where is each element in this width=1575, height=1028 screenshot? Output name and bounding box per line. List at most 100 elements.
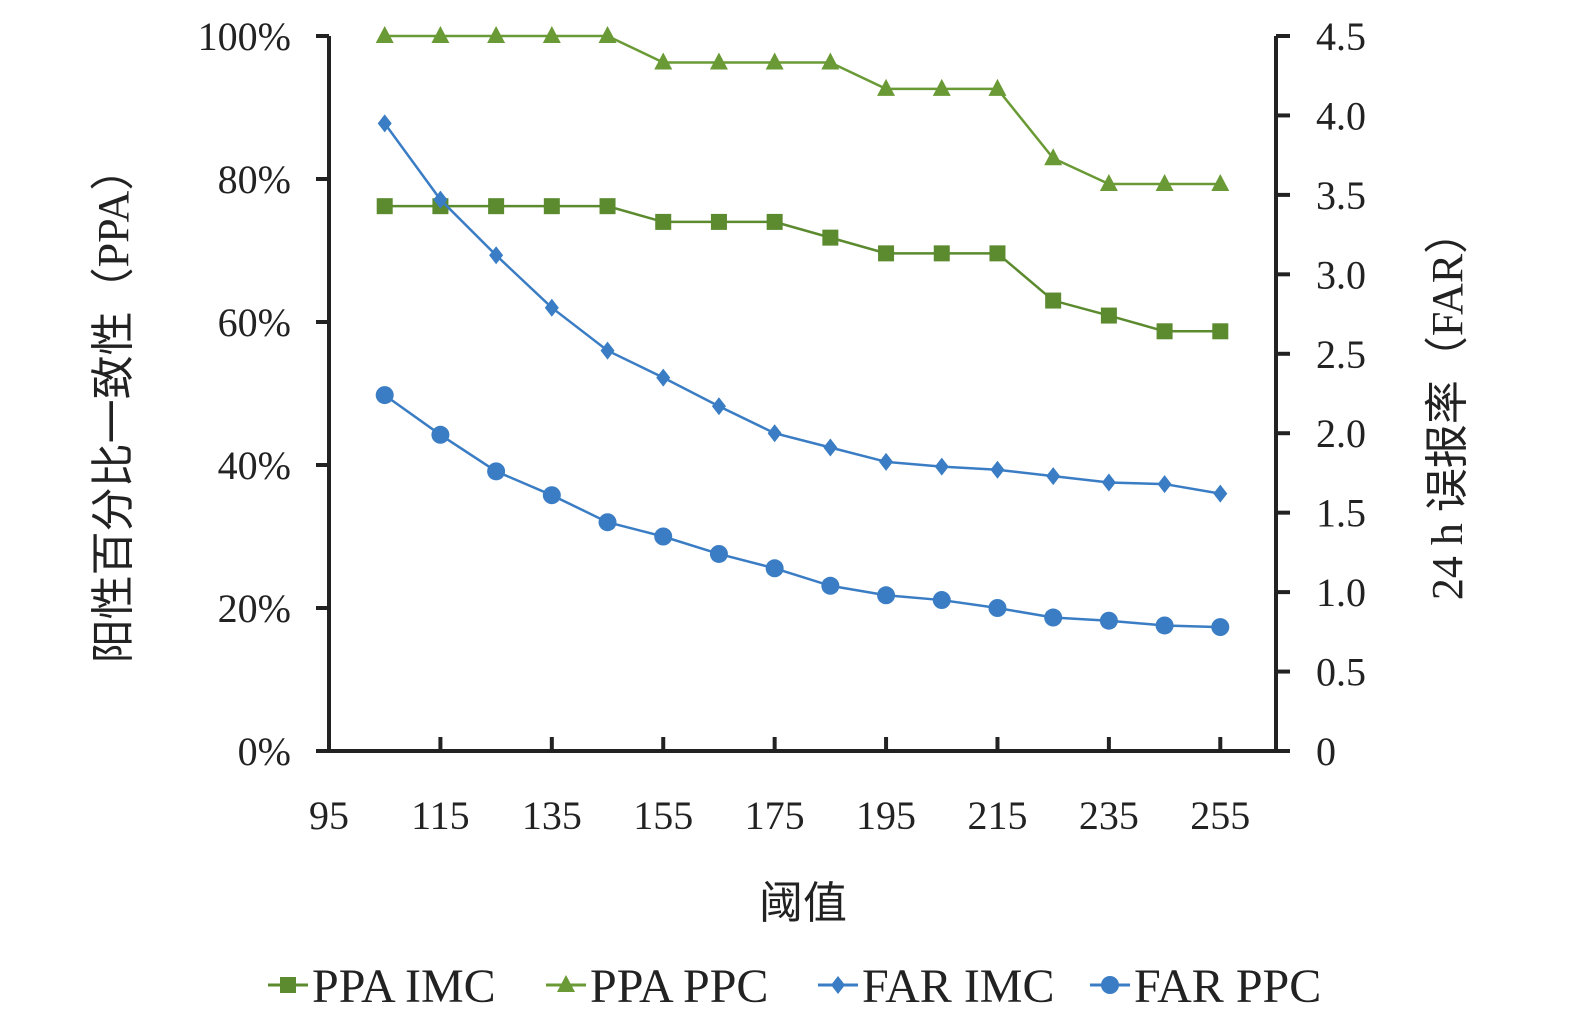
data-point-ppa-imc bbox=[1045, 292, 1062, 309]
data-point-far-ppc bbox=[932, 591, 951, 610]
right-y-tick-label: 1.5 bbox=[1316, 491, 1366, 536]
data-point-far-imc bbox=[544, 298, 559, 317]
x-tick-label: 115 bbox=[411, 793, 470, 838]
data-point-ppa-imc bbox=[710, 213, 727, 230]
data-point-far-ppc bbox=[375, 386, 394, 405]
legend-swatch-marker bbox=[280, 977, 296, 993]
data-point-far-imc bbox=[711, 397, 726, 416]
data-point-ppa-ppc bbox=[1044, 148, 1063, 166]
right-y-tick-label: 3.0 bbox=[1316, 252, 1366, 297]
data-point-far-imc bbox=[1157, 475, 1172, 494]
right-y-tick-label: 4.5 bbox=[1316, 14, 1366, 59]
data-point-ppa-ppc bbox=[375, 26, 394, 43]
data-point-far-imc bbox=[879, 452, 894, 471]
data-point-ppa-ppc bbox=[487, 26, 506, 43]
data-point-far-imc bbox=[377, 114, 392, 133]
data-point-ppa-ppc bbox=[765, 52, 784, 70]
data-point-far-ppc bbox=[1099, 611, 1118, 630]
data-point-ppa-ppc bbox=[1155, 174, 1174, 192]
x-axis-title: 阈值 bbox=[759, 879, 847, 928]
data-point-far-imc bbox=[489, 246, 504, 265]
data-point-ppa-imc bbox=[989, 245, 1006, 262]
data-point-far-imc bbox=[990, 460, 1005, 479]
data-point-far-imc bbox=[1213, 484, 1228, 503]
data-point-ppa-imc bbox=[376, 198, 393, 215]
series-ppa-imc bbox=[376, 198, 1229, 340]
data-point-ppa-imc bbox=[1100, 307, 1117, 324]
data-point-ppa-ppc bbox=[542, 26, 561, 43]
data-point-far-imc bbox=[767, 424, 782, 443]
data-point-far-imc bbox=[1046, 467, 1061, 486]
data-point-far-ppc bbox=[1155, 616, 1174, 635]
data-point-ppa-imc bbox=[488, 198, 505, 215]
right-y-tick-label: 3.5 bbox=[1316, 173, 1366, 218]
data-point-far-ppc bbox=[542, 486, 561, 505]
x-tick-label: 95 bbox=[309, 793, 349, 838]
legend: PPA IMC PPA PPC FAR IMC FAR PPC bbox=[268, 960, 1321, 1013]
axes: 0% 20% 40% 60% 80% 100% 0 0.5 1.0 1.5 2.0 2.5 3.0 3.5… bbox=[198, 14, 1366, 838]
legend-label: PPA IMC bbox=[312, 960, 496, 1013]
data-point-ppa-imc bbox=[599, 198, 616, 215]
left-y-tick-label: 20% bbox=[218, 586, 291, 631]
right-y-tick-label: 1.0 bbox=[1316, 570, 1366, 615]
series-far-ppc bbox=[375, 386, 1230, 637]
series-line-ppa-ppc bbox=[384, 34, 1221, 186]
series-far-imc bbox=[377, 114, 1228, 503]
data-point-ppa-ppc bbox=[709, 52, 728, 70]
series-line-far-imc bbox=[383, 122, 1221, 495]
data-point-ppa-ppc bbox=[1099, 174, 1118, 192]
data-point-ppa-imc bbox=[822, 229, 839, 246]
data-point-ppa-ppc bbox=[877, 78, 896, 96]
data-point-ppa-ppc bbox=[821, 52, 840, 70]
legend-item-ppa-ppc: PPA PPC bbox=[546, 960, 768, 1013]
data-point-far-imc bbox=[823, 438, 838, 457]
right-y-tick-label: 2.5 bbox=[1316, 332, 1366, 377]
x-tick-label: 195 bbox=[856, 793, 916, 838]
axis-titles: 阈值 阳性百分比一致性（PPA） 24 h 误报率（FAR） bbox=[89, 147, 1472, 928]
left-y-tick-label: 40% bbox=[218, 443, 291, 488]
data-point-ppa-imc bbox=[1212, 323, 1229, 340]
right-y-tick-label: 4.0 bbox=[1316, 93, 1366, 138]
legend-item-ppa-imc: PPA IMC bbox=[268, 960, 496, 1013]
x-tick-label: 175 bbox=[745, 793, 805, 838]
left-y-tick-label: 100% bbox=[198, 14, 291, 59]
data-point-far-ppc bbox=[988, 599, 1007, 617]
data-point-far-imc bbox=[656, 368, 671, 387]
legend-item-far-ppc: FAR PPC bbox=[1090, 960, 1321, 1013]
legend-label: PPA PPC bbox=[590, 960, 768, 1013]
left-y-tick-label: 80% bbox=[218, 157, 291, 202]
data-point-ppa-imc bbox=[933, 245, 950, 262]
data-point-ppa-ppc bbox=[598, 26, 617, 43]
x-tick-label: 215 bbox=[967, 793, 1027, 838]
data-point-far-imc bbox=[600, 341, 615, 360]
legend-swatch-marker bbox=[1101, 976, 1119, 994]
x-tick-label: 255 bbox=[1190, 793, 1250, 838]
right-y-axis-title: 24 h 误报率（FAR） bbox=[1423, 210, 1472, 600]
right-y-tick-label: 0 bbox=[1316, 729, 1336, 774]
data-point-far-ppc bbox=[709, 544, 728, 563]
data-point-ppa-ppc bbox=[431, 26, 450, 43]
legend-swatch-marker bbox=[557, 975, 575, 992]
left-y-axis-title: 阳性百分比一致性（PPA） bbox=[89, 147, 138, 664]
data-point-ppa-ppc bbox=[1211, 174, 1230, 192]
data-point-ppa-imc bbox=[655, 213, 672, 230]
right-y-tick-label: 0.5 bbox=[1316, 650, 1366, 695]
legend-label: FAR IMC bbox=[862, 960, 1055, 1013]
series-line-far-ppc bbox=[383, 394, 1221, 629]
x-tick-label: 235 bbox=[1079, 793, 1139, 838]
legend-label: FAR PPC bbox=[1134, 960, 1321, 1013]
series-group bbox=[375, 26, 1230, 637]
data-point-ppa-imc bbox=[543, 198, 560, 215]
right-y-tick-label: 2.0 bbox=[1316, 411, 1366, 456]
data-point-far-ppc bbox=[654, 527, 673, 546]
data-point-far-ppc bbox=[598, 513, 617, 532]
left-y-tick-label: 0% bbox=[238, 729, 291, 774]
data-point-far-ppc bbox=[877, 586, 896, 605]
data-point-far-ppc bbox=[431, 425, 450, 444]
series-line-ppa-imc bbox=[384, 204, 1221, 333]
data-point-far-imc bbox=[934, 457, 949, 476]
data-point-ppa-ppc bbox=[932, 78, 951, 96]
legend-item-far-imc: FAR IMC bbox=[818, 960, 1055, 1013]
data-point-far-ppc bbox=[765, 559, 784, 578]
